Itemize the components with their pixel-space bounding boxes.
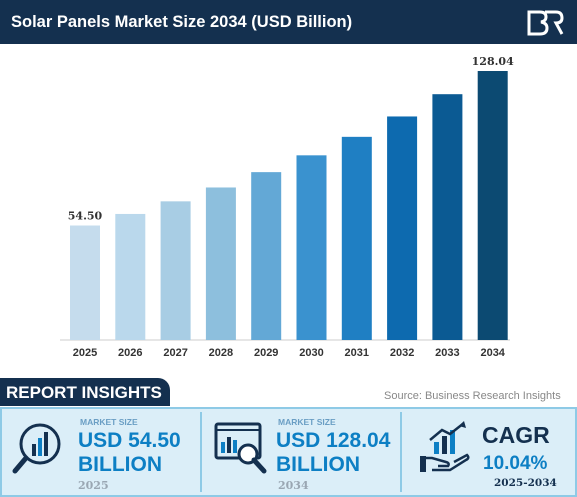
card-divider bbox=[400, 412, 402, 492]
page-title: Solar Panels Market Size 2034 (USD Billi… bbox=[11, 13, 353, 31]
x-tick-label: 2033 bbox=[435, 347, 459, 359]
x-tick-label: 2028 bbox=[209, 347, 233, 359]
bar-2026 bbox=[115, 213, 146, 340]
card-year: 2025 bbox=[78, 479, 109, 492]
card-label: MARKET SIZE bbox=[278, 417, 336, 427]
card-value-line1: USD 128.04 bbox=[276, 429, 391, 452]
bar-2027 bbox=[160, 201, 191, 340]
bar-2029 bbox=[251, 172, 282, 340]
x-tick-label: 2032 bbox=[390, 347, 414, 359]
x-tick-label: 2030 bbox=[299, 347, 323, 359]
x-tick-label: 2029 bbox=[254, 347, 278, 359]
insights-panel bbox=[0, 407, 577, 497]
bar-2028 bbox=[205, 187, 236, 340]
bar-2032 bbox=[387, 116, 418, 340]
card-value-line2: BILLION bbox=[276, 453, 360, 476]
x-tick-label: 2025 bbox=[73, 347, 97, 359]
card-value-line1: USD 54.50 bbox=[78, 429, 181, 452]
card-divider bbox=[200, 412, 202, 492]
bar-chart: 2025 54.50 2026 2027 2028 2029 2030 2031 2032 203… bbox=[0, 44, 577, 374]
source-note: Source: Business Research Insights bbox=[384, 390, 561, 402]
analytics-monitor-icon bbox=[214, 422, 267, 474]
x-tick-label: 2034 bbox=[480, 347, 505, 359]
data-label: 54.50 bbox=[68, 210, 103, 223]
x-tick-label: 2031 bbox=[345, 347, 369, 359]
bar-2033 bbox=[432, 94, 463, 340]
bar-2034 bbox=[477, 71, 508, 340]
bar-2025 bbox=[70, 225, 100, 340]
growth-hand-icon bbox=[420, 421, 470, 472]
x-tick-label: 2027 bbox=[163, 347, 187, 359]
x-tick-label: 2026 bbox=[118, 347, 142, 359]
header-bar: Solar Panels Market Size 2034 (USD Billi… bbox=[0, 0, 577, 44]
chart-svg: 2025 54.50 2026 2027 2028 2029 2030 2031 2032 203… bbox=[60, 55, 514, 359]
card-year-range: 2025-2034 bbox=[494, 477, 557, 489]
card-value-line2: BILLION bbox=[78, 453, 162, 476]
data-label: 128.04 bbox=[472, 55, 514, 68]
cagr-value: 10.04% bbox=[483, 453, 548, 474]
brand-logo-icon bbox=[527, 10, 564, 36]
bar-2030 bbox=[296, 155, 327, 340]
report-insights-heading: REPORT INSIGHTS bbox=[6, 383, 162, 402]
card-year: 2034 bbox=[278, 479, 309, 492]
market-chart-icon bbox=[12, 423, 61, 474]
cagr-heading: CAGR bbox=[482, 422, 550, 448]
bar-2031 bbox=[341, 136, 372, 340]
report-insights-tab: REPORT INSIGHTS bbox=[0, 378, 170, 406]
card-label: MARKET SIZE bbox=[80, 417, 138, 427]
